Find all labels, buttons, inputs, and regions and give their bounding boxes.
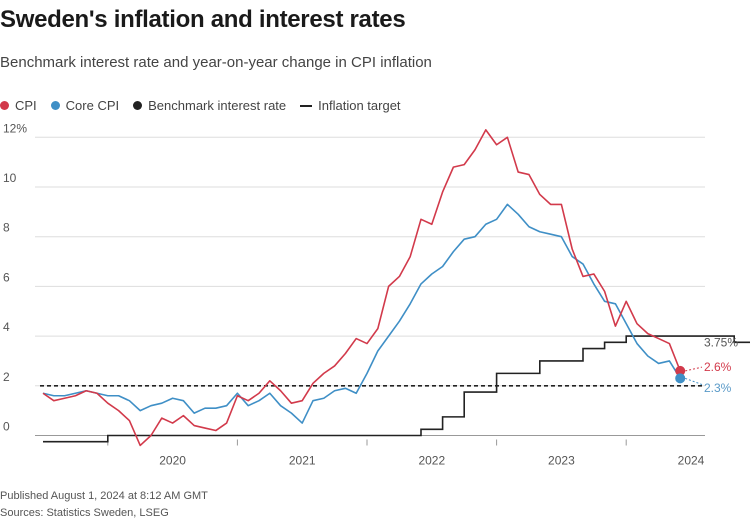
cpi-end-label: 2.6%	[704, 360, 732, 374]
y-tick-label: 12%	[3, 121, 27, 135]
y-tick-label: 4	[3, 320, 10, 334]
series-end-markers: 3.75% 2.6% 2.3%	[675, 335, 738, 395]
gridlines	[35, 136, 705, 436]
legend-item-target: Inflation target	[300, 98, 401, 113]
core-cpi-end-label: 2.3%	[704, 381, 732, 395]
rate-end-label: 3.75%	[704, 335, 738, 349]
sources-note: Sources: Statistics Sweden, LSEG	[0, 507, 169, 519]
cpi-label-leader	[685, 366, 703, 372]
benchmark-rate-line	[43, 335, 750, 443]
y-tick-label: 6	[3, 270, 10, 284]
legend-target-marker	[300, 104, 313, 107]
legend-rate-label: Benchmark interest rate	[148, 98, 287, 113]
x-tick-label: 2022	[418, 454, 445, 468]
x-tick-label: 2020	[159, 454, 186, 468]
published-note: Published August 1, 2024 at 8:12 AM GMT	[0, 490, 208, 502]
core-cpi-label-leader	[685, 377, 703, 386]
y-tick-label: 8	[3, 221, 10, 235]
y-tick-label: 10	[3, 171, 17, 185]
series-lines	[40, 129, 750, 447]
legend-rate-marker	[133, 101, 143, 110]
x-axis-ticks: 2020 2021 2022 2023 2024	[107, 439, 705, 468]
cpi-end-marker	[675, 365, 686, 376]
x-tick-label: 2024	[678, 454, 705, 468]
y-axis-tick-labels: 0 2 4 6 8 10 12%	[3, 121, 27, 433]
x-tick-label: 2023	[548, 454, 575, 468]
legend-cpi-label: CPI	[15, 98, 37, 113]
legend-target-label: Inflation target	[318, 98, 401, 113]
chart-subtitle: Benchmark interest rate and year-on-year…	[0, 54, 432, 71]
legend: CPI Core CPI Benchmark interest rate Inf…	[0, 98, 415, 113]
x-tick-label: 2021	[289, 454, 316, 468]
core-cpi-end-marker	[675, 373, 686, 384]
legend-item-rate: Benchmark interest rate	[133, 98, 286, 113]
y-tick-label: 0	[3, 420, 10, 434]
legend-item-cpi: CPI	[0, 98, 37, 113]
legend-item-core-cpi: Core CPI	[50, 98, 120, 113]
legend-cpi-marker	[0, 101, 9, 110]
core-cpi-line	[42, 203, 681, 424]
cpi-line	[42, 129, 681, 447]
legend-core-cpi-label: Core CPI	[65, 98, 120, 113]
chart-title: Sweden's inflation and interest rates	[0, 6, 406, 33]
legend-core-cpi-marker	[50, 101, 60, 110]
y-tick-label: 2	[3, 370, 10, 384]
chart-plot: 0 2 4 6 8 10 12% 2020 2021 2022 2023 2024 3.75% 2.6…	[3, 121, 750, 468]
